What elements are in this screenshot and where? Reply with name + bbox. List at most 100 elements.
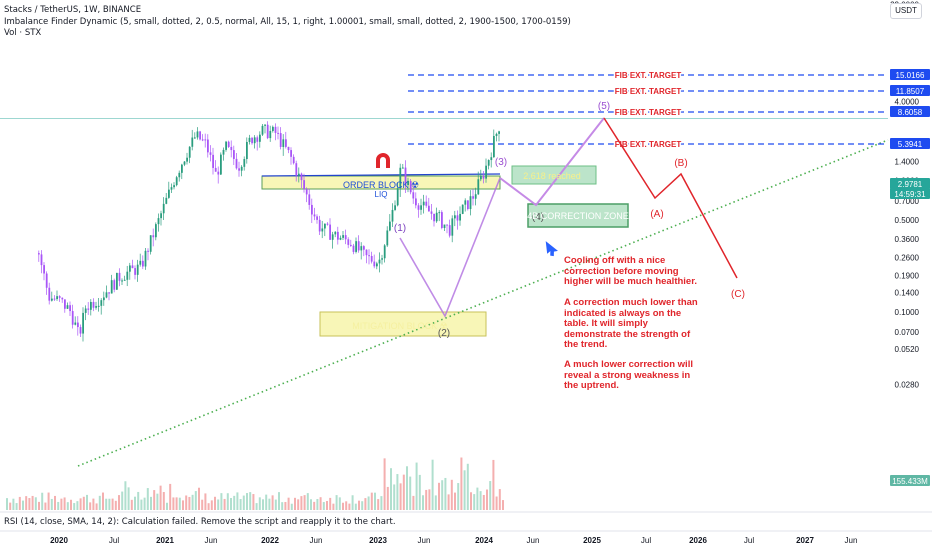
correction-zone [527, 203, 629, 228]
volume-bar [335, 495, 338, 510]
candle-body [147, 250, 149, 252]
candle-body [461, 204, 464, 214]
symbol-title[interactable]: Stacks / TetherUS, 1W, BINANCE [4, 5, 142, 15]
volume-bar [444, 477, 447, 510]
candle-body [402, 167, 404, 169]
candle-body [168, 189, 170, 198]
price-tag [890, 178, 930, 189]
candle-body [129, 265, 131, 272]
volume-bar [201, 499, 204, 510]
volume-bar [393, 484, 396, 510]
candle-body [498, 131, 500, 134]
candle-body [324, 223, 326, 229]
candle-body [290, 150, 292, 157]
candle-body [212, 154, 214, 168]
volume-bar [6, 498, 8, 510]
candle-body [441, 212, 443, 228]
candle-body [204, 139, 207, 141]
candle-body [285, 139, 287, 147]
candle-body [43, 265, 45, 274]
candle-body [326, 223, 329, 225]
candle-body [227, 141, 230, 147]
candle-body [337, 231, 339, 240]
volume-bar [489, 481, 492, 510]
volume-bar [210, 500, 213, 510]
volume-bar [294, 497, 296, 510]
candle-body [381, 258, 383, 260]
volume-bar [9, 502, 12, 510]
candle-body [456, 215, 459, 221]
candle-body [113, 280, 116, 290]
volume-bar [300, 496, 303, 510]
wave-b-label: (B) [674, 158, 687, 169]
candle-body [370, 256, 373, 262]
volume-bar [214, 496, 216, 510]
volume-bar [102, 492, 104, 510]
indicator-legend[interactable]: Imbalance Finder Dynamic (5, small, dott… [4, 17, 571, 27]
candle-body [352, 245, 355, 252]
candle-body [246, 141, 248, 160]
price-tag [890, 475, 930, 486]
x-tick-label: Jul [744, 536, 754, 545]
candle-body [116, 272, 118, 290]
liq-label: LIQ [375, 190, 388, 199]
candle-body [79, 327, 82, 334]
volume-bar [172, 497, 175, 510]
volume-bar [338, 497, 341, 510]
candle-body [157, 218, 160, 225]
volume-bar [159, 485, 162, 510]
volume-bar [415, 462, 418, 510]
currency-button[interactable]: USDT [890, 3, 922, 19]
volume-bar [342, 502, 344, 510]
candle-body [51, 298, 53, 301]
volume-bar [114, 500, 117, 510]
y-tick-label: 0.0700 [895, 328, 920, 337]
candle-body [82, 312, 84, 334]
volume-bar [226, 493, 229, 510]
volume-bar [111, 498, 114, 510]
candle-body [469, 196, 472, 210]
y-tick-label: 0.1900 [895, 271, 920, 280]
candle-body [194, 137, 196, 139]
candle-body [433, 213, 435, 222]
candle-body [131, 265, 134, 269]
volume-bar [412, 495, 415, 510]
volume-bar [57, 501, 60, 510]
candle-body [425, 201, 428, 206]
candle-body [77, 322, 79, 328]
volume-bar [425, 489, 428, 510]
x-tick-label: Jul [109, 536, 119, 545]
volume-bar [18, 496, 21, 510]
candle-body [279, 133, 282, 147]
candle-body [217, 171, 220, 175]
candle-body [298, 173, 300, 176]
volume-bar [258, 497, 261, 510]
volume-bar [169, 483, 172, 510]
y-tick-label: 0.1400 [895, 289, 920, 298]
candle-body [373, 261, 376, 267]
candle-body [422, 201, 425, 206]
volume-bar [313, 501, 316, 510]
candle-body [40, 254, 43, 266]
candle-body [394, 205, 396, 210]
candle-body [378, 259, 381, 264]
x-tick-label: Jun [527, 536, 540, 545]
candle-body [490, 157, 493, 161]
candle-body [152, 235, 155, 238]
candle-body [191, 137, 194, 147]
candle-body [404, 167, 407, 186]
candle-body [318, 219, 321, 232]
candle-body [428, 205, 430, 212]
price-tag [890, 138, 930, 149]
volume-bar [198, 487, 200, 510]
volume-bar [95, 503, 98, 510]
candle-body [266, 124, 269, 139]
volume-bar [399, 483, 402, 510]
volume-bar [482, 494, 485, 510]
candle-body [300, 173, 303, 181]
candle-body [482, 175, 485, 179]
candle-body [399, 167, 402, 189]
candle-body [183, 161, 186, 165]
volume-legend[interactable]: Vol · STX [4, 28, 42, 38]
